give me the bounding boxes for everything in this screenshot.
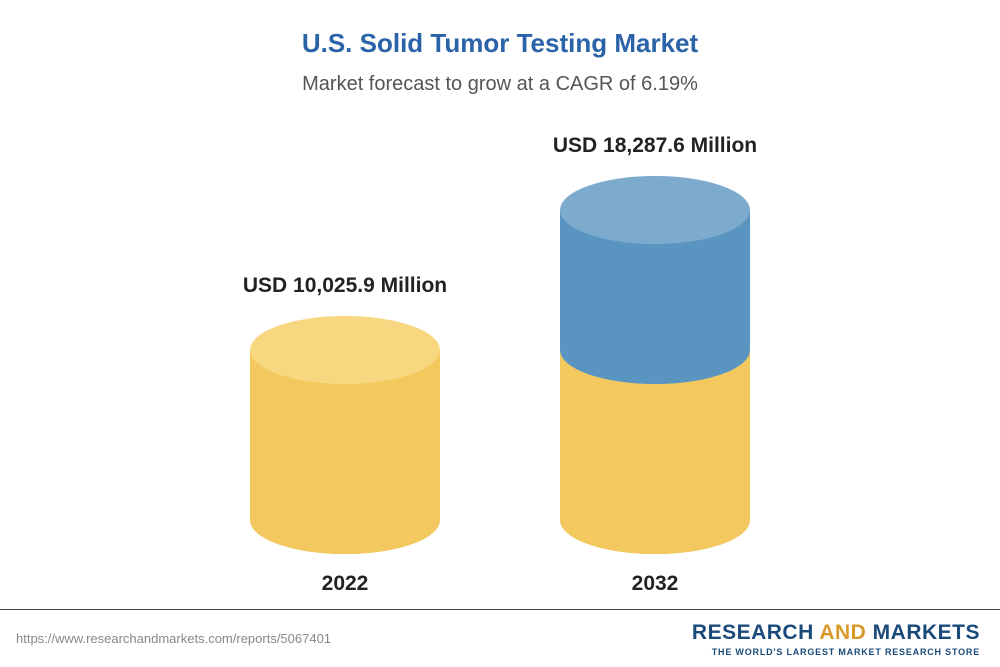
brand-logo-title: RESEARCH AND MARKETS bbox=[692, 621, 980, 645]
cylinder-segment-base bbox=[250, 486, 440, 554]
bar-year-label: 2032 bbox=[560, 572, 750, 596]
chart-area: USD 10,025.9 Million2022USD 18,287.6 Mil… bbox=[0, 120, 1000, 550]
cylinder-segment-base bbox=[560, 486, 750, 554]
bar-value-label: USD 18,287.6 Million bbox=[495, 134, 815, 158]
chart-title: U.S. Solid Tumor Testing Market bbox=[0, 0, 1000, 59]
cylinder-bar bbox=[560, 120, 750, 520]
bar-year-label: 2022 bbox=[250, 572, 440, 596]
brand-logo: RESEARCH AND MARKETS THE WORLD'S LARGEST… bbox=[692, 621, 980, 657]
cylinder-segment-top bbox=[250, 316, 440, 384]
bar-value-label: USD 10,025.9 Million bbox=[185, 274, 505, 298]
source-url: https://www.researchandmarkets.com/repor… bbox=[16, 631, 331, 646]
cylinder-segment-base bbox=[560, 316, 750, 384]
footer: https://www.researchandmarkets.com/repor… bbox=[0, 609, 1000, 667]
cylinder-bar bbox=[250, 120, 440, 520]
brand-logo-word3: MARKETS bbox=[873, 621, 980, 644]
chart-subtitle: Market forecast to grow at a CAGR of 6.1… bbox=[0, 59, 1000, 96]
cylinder-segment-top bbox=[560, 176, 750, 244]
brand-logo-word2: AND bbox=[814, 621, 873, 644]
brand-logo-word1: RESEARCH bbox=[692, 621, 814, 644]
brand-logo-tagline: THE WORLD'S LARGEST MARKET RESEARCH STOR… bbox=[692, 647, 980, 657]
